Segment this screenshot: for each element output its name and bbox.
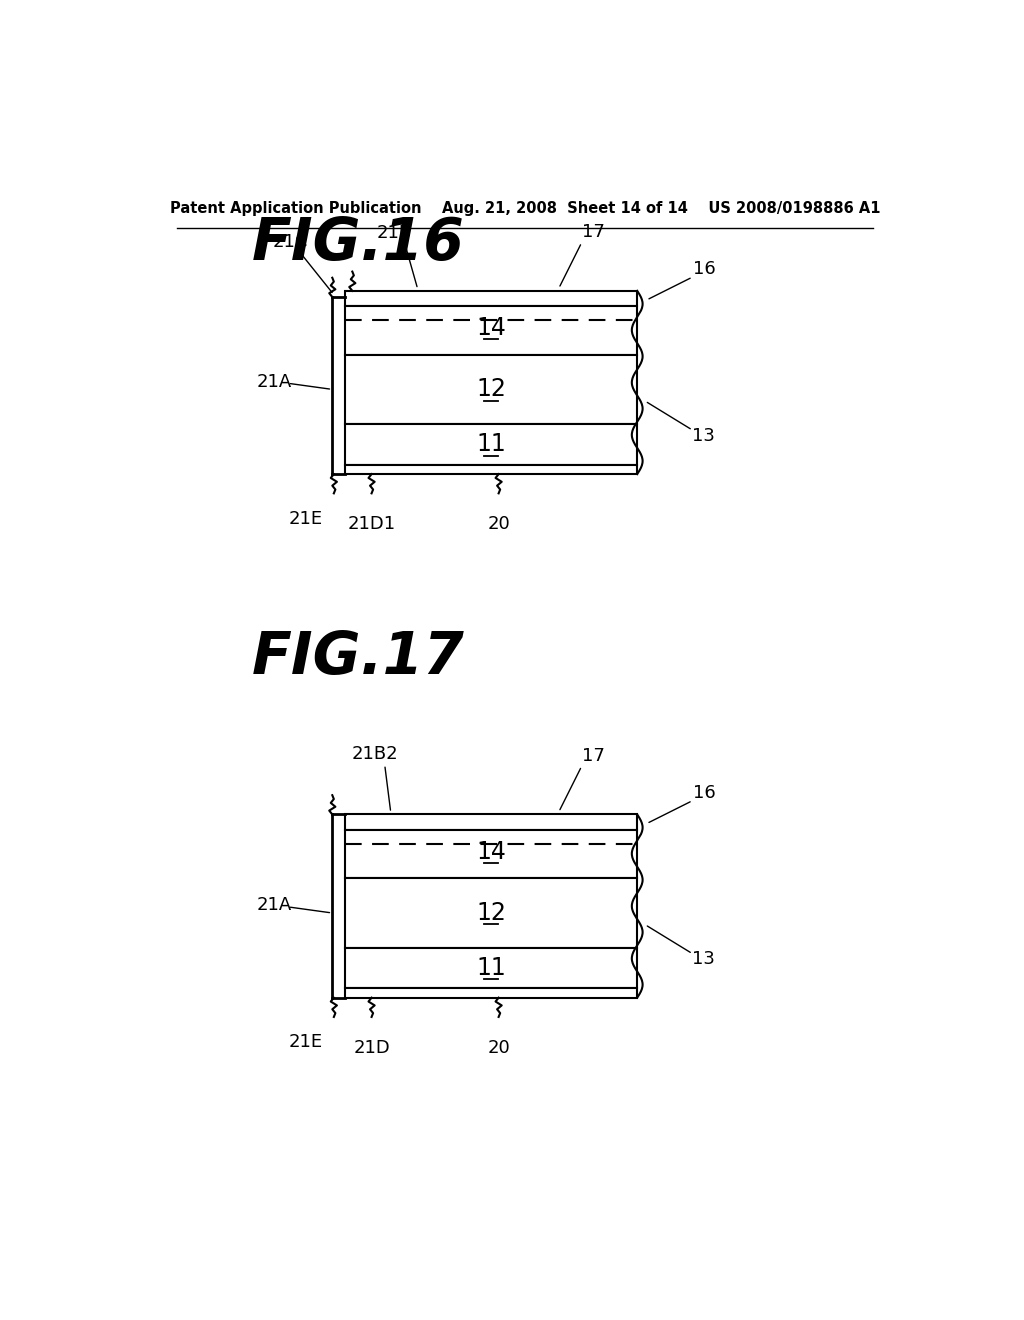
Bar [345, 948, 637, 989]
Text: Patent Application Publication    Aug. 21, 2008  Sheet 14 of 14    US 2008/01988: Patent Application Publication Aug. 21, … [170, 201, 880, 216]
Text: 21B2: 21B2 [352, 746, 398, 763]
Text: 21A: 21A [256, 896, 292, 915]
Text: 11: 11 [476, 433, 506, 457]
Bar [345, 814, 637, 830]
Text: 16: 16 [693, 260, 716, 279]
Text: 21A: 21A [256, 372, 292, 391]
Text: 11: 11 [476, 956, 506, 979]
Bar [345, 830, 637, 878]
Bar [345, 878, 637, 948]
Text: 21C: 21C [272, 234, 307, 251]
Text: 20: 20 [487, 1039, 510, 1057]
Text: 13: 13 [692, 950, 715, 968]
Text: 16: 16 [693, 784, 716, 801]
Text: 14: 14 [476, 317, 506, 341]
Text: 12: 12 [476, 378, 506, 401]
Bar [345, 465, 637, 474]
Text: 21D: 21D [353, 1039, 390, 1057]
Bar [345, 424, 637, 465]
Text: 21E: 21E [289, 1034, 323, 1051]
Text: 21E: 21E [289, 510, 323, 528]
Bar [345, 306, 637, 355]
Bar [345, 355, 637, 424]
Bar [345, 290, 637, 306]
Text: 21B: 21B [377, 224, 413, 242]
Text: 20: 20 [487, 515, 510, 533]
Text: 14: 14 [476, 840, 506, 863]
Text: 21D1: 21D1 [347, 515, 395, 533]
Text: FIG.17: FIG.17 [252, 628, 465, 686]
Text: FIG.16: FIG.16 [252, 215, 465, 272]
Text: 17: 17 [582, 223, 605, 242]
Text: 13: 13 [692, 426, 715, 445]
Text: 12: 12 [476, 902, 506, 925]
Text: 17: 17 [582, 747, 605, 764]
Bar [345, 989, 637, 998]
